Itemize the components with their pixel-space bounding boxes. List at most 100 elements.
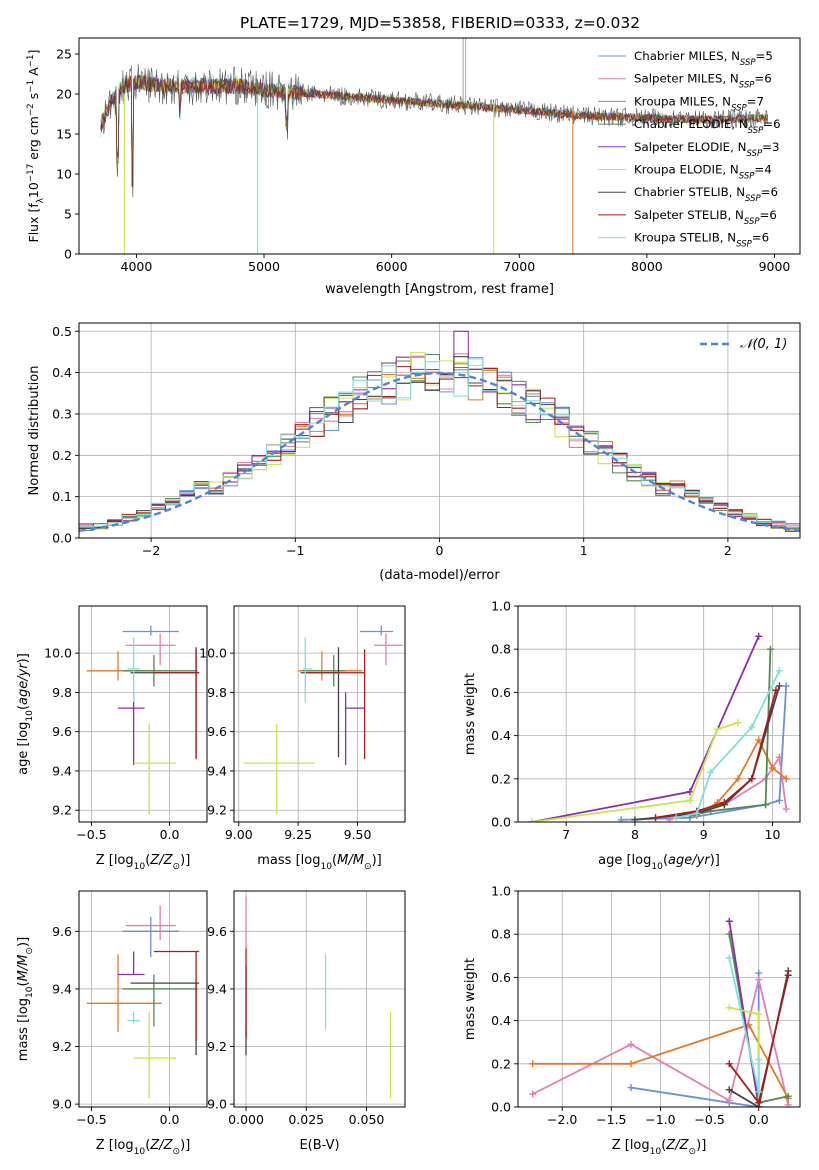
- weight-marker-salpeter_miles: [782, 805, 790, 813]
- weight-marker-chabrier_miles: [775, 796, 783, 804]
- weight-marker-salpeter_miles: [784, 1101, 792, 1107]
- y-tick-label: 9.0: [52, 1097, 72, 1112]
- x-axis-label-part: mass [log: [257, 853, 320, 868]
- legend-label: Salpeter STELIB, NSSP=6: [634, 208, 777, 227]
- y-axis-label-part: −1: [26, 80, 36, 93]
- legend-label-part: Kroupa STELIB, N: [634, 231, 736, 245]
- legend-label: 𝒩(0, 1): [740, 337, 787, 352]
- axes-frame: [233, 890, 406, 1108]
- axes-frame: [78, 605, 208, 823]
- x-tick-label: 0.000: [228, 1112, 264, 1127]
- weight-marker-kroupa_stelib: [755, 1055, 763, 1063]
- y-axis-label-part: −1: [26, 54, 36, 67]
- y-axis-label: age [log10(age/yr)]: [16, 653, 35, 775]
- weight-marker-salpeter_stelib: [772, 686, 780, 694]
- x-axis-label-part: )]: [180, 853, 190, 868]
- weight-marker-salpeter_stelib: [725, 1060, 733, 1068]
- legend-label-part: Chabrier ELODIE, N: [634, 117, 748, 131]
- legend-label-part: SSP: [746, 149, 762, 159]
- legend-label-part: Salpeter ELODIE, N: [634, 140, 746, 154]
- x-axis-label-part: (: [332, 853, 337, 868]
- x-axis-label-part: ⊙: [173, 862, 181, 872]
- y-tick-label: 9.4: [52, 763, 72, 778]
- legend-label: Salpeter ELODIE, NSSP=3: [634, 140, 779, 159]
- weight-marker-chabrier_stelib: [631, 816, 639, 822]
- panel-ebv_mass: 0.000 0.025 0.050 9.0 9.2 9.4 9.6 E(B-V): [207, 890, 406, 1153]
- x-axis-label-part: Z [log: [96, 1138, 134, 1153]
- y-tick-label: 9.8: [207, 685, 227, 700]
- x-axis-label-part: age [log: [598, 853, 651, 868]
- x-axis-label-part: ⊙: [364, 862, 372, 872]
- x-tick-label: −0.5: [76, 827, 106, 842]
- y-axis-label-part: 10: [25, 986, 35, 998]
- x-axis-label-part: M/M: [337, 853, 364, 868]
- x-axis-label-part: ⊙: [173, 1147, 181, 1157]
- plot-area-age_weight: [528, 632, 790, 822]
- y-tick-label: 0.2: [491, 1056, 511, 1071]
- y-tick-label: 1.0: [491, 884, 511, 899]
- legend-label-part: Salpeter STELIB, N: [634, 208, 744, 222]
- y-axis-label-part: (: [16, 981, 31, 986]
- y-tick-label: 0.2: [52, 448, 72, 463]
- weight-marker-kroupa_elodie: [725, 1004, 733, 1012]
- legend-label-part: SSP: [748, 126, 764, 136]
- x-tick-label: 0.050: [349, 1112, 385, 1127]
- y-tick-label: 9.6: [52, 924, 72, 939]
- weight-marker-chabrier_elodie: [766, 645, 774, 653]
- x-axis-label-part: 10: [134, 1147, 146, 1157]
- y-tick-label: 9.6: [207, 924, 227, 939]
- axes-frame: [517, 605, 801, 823]
- y-tick-label: 5: [64, 207, 72, 222]
- x-tick-label: −2: [142, 543, 160, 558]
- panel-z_mass: −0.5 0.09.09.29.49.6Z [log10(Z/Z⊙)]mass […: [16, 890, 208, 1157]
- x-tick-label: 5000: [248, 259, 280, 274]
- x-axis-label: wavelength [Angstrom, rest frame]: [325, 282, 554, 297]
- x-axis-label-part: 10: [650, 1147, 662, 1157]
- x-axis-label-part: )]: [696, 1138, 706, 1153]
- weight-marker-salpeter_elodie: [725, 917, 733, 925]
- x-tick-label: 9: [700, 827, 708, 842]
- plot-area-mass_age: [243, 625, 403, 815]
- y-tick-label: 9.2: [52, 803, 72, 818]
- y-axis-label-part: age/yr: [16, 662, 31, 705]
- y-tick-label: 15: [56, 127, 72, 142]
- legend-label-part: =7: [747, 94, 764, 108]
- y-tick-label: 0.6: [491, 685, 511, 700]
- y-axis-label-part: age [log: [16, 722, 31, 775]
- weight-marker-salpeter_elodie: [755, 632, 763, 640]
- y-axis-label-part: )]: [16, 653, 31, 663]
- y-axis-label-part: s: [26, 93, 41, 104]
- weight-line-kroupa_stelib: [728, 957, 760, 1093]
- x-tick-label: −0.5: [694, 1112, 724, 1127]
- y-axis-label-part: 10: [25, 710, 35, 722]
- legend-label-part: =6: [754, 72, 771, 86]
- weight-marker-salpeter_miles: [627, 1040, 635, 1048]
- y-tick-label: 9.2: [207, 1039, 227, 1054]
- weight-marker-kroupa_stelib: [755, 1088, 763, 1096]
- weight-marker-kroupa_stelib: [707, 768, 715, 776]
- legend-label-part: SSP: [739, 81, 755, 91]
- y-axis-label-part: λ: [36, 198, 46, 203]
- y-tick-label: 0.2: [491, 771, 511, 786]
- x-axis-label-part: 10: [651, 862, 663, 872]
- x-axis-label-part: Z/Z: [149, 1138, 173, 1153]
- weight-marker-salpeter_elodie: [686, 788, 694, 796]
- histogram-salpeter_stelib: [79, 366, 800, 532]
- x-axis-label: Z [log10(Z/Z⊙)]: [612, 1138, 707, 1157]
- weight-marker-chabrier_miles: [627, 1084, 635, 1092]
- axes-frame: [517, 890, 801, 1108]
- weight-marker-chabrier_elodie: [762, 801, 770, 809]
- axes-frame: [78, 890, 208, 1108]
- x-axis-label: age [log10(age/yr)]: [598, 853, 720, 872]
- y-tick-label: 0.4: [491, 1013, 511, 1028]
- weight-marker-kroupa_miles: [627, 1060, 635, 1068]
- legend-label-part: SSP: [739, 172, 755, 182]
- x-axis-label-part: Z [log: [612, 1138, 650, 1153]
- y-tick-label: 0: [64, 247, 72, 262]
- y-axis-label: mass weight: [463, 958, 478, 1040]
- y-axis-label-part: (: [16, 705, 31, 710]
- x-axis-label: Z [log10(Z/Z⊙)]: [96, 1138, 191, 1157]
- weight-marker-salpeter_miles: [725, 1097, 733, 1105]
- y-tick-label: 9.2: [52, 1039, 72, 1054]
- x-tick-label: 8000: [631, 259, 663, 274]
